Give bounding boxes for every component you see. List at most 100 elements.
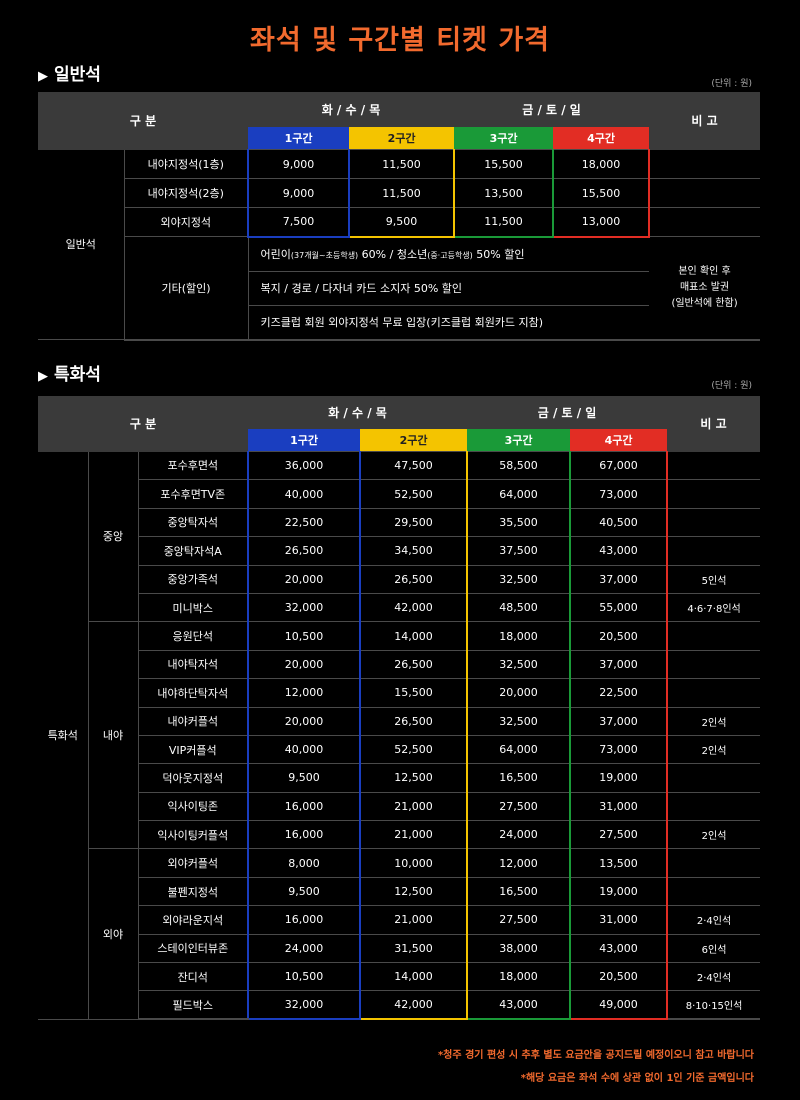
note-cell: [667, 621, 761, 651]
price-cell: 16,500: [466, 763, 572, 793]
price-cell: 58,500: [466, 451, 572, 481]
price-cell: 7,500: [247, 207, 351, 238]
price-cell: 18,000: [466, 621, 572, 651]
price-cell: 37,000: [569, 707, 669, 736]
zone-4-header: 4구간: [570, 429, 668, 452]
zone-1-header: 1구간: [248, 429, 361, 452]
price-cell: 43,000: [466, 990, 572, 1021]
table-row: 불펜지정석 9,500 12,500 16,500 19,000: [38, 877, 761, 907]
table-row: 외야지정석 7,500 9,500 11,500 13,000: [38, 207, 761, 238]
note-cell: 2인석: [667, 820, 761, 850]
table-row: 내야탁자석 20,000 26,500 32,500 37,000: [38, 650, 761, 680]
subgroup-label: 내야: [88, 621, 139, 850]
price-cell: 12,500: [359, 763, 469, 793]
price-cell: 26,500: [359, 707, 469, 736]
price-cell: 40,000: [247, 735, 362, 765]
price-cell: 38,000: [466, 934, 572, 964]
price-cell: 20,000: [247, 565, 362, 594]
price-cell: 20,000: [247, 650, 362, 680]
price-cell: 21,000: [359, 820, 469, 850]
price-cell: 32,000: [247, 990, 362, 1021]
price-cell: 52,500: [359, 735, 469, 765]
price-cell: 43,000: [569, 536, 669, 566]
table-row: 외야 외야커플석 8,000 10,000 12,000 13,500: [38, 848, 761, 1020]
price-cell: 47,500: [359, 451, 469, 481]
table-row: 외야라운지석 16,000 21,000 27,500 31,000 2·4인석: [38, 905, 761, 935]
footnote-2: *해당 요금은 좌석 수에 상관 없이 1인 기준 금액입니다: [520, 1073, 754, 1084]
seat-name: 불펜지정석: [138, 877, 249, 907]
seat-name: 익사이팅커플석: [138, 820, 249, 850]
price-cell: 10,500: [247, 621, 362, 651]
price-cell: 9,000: [247, 178, 351, 208]
seat-name: 응원단석: [138, 621, 249, 651]
header-category: 구 분: [38, 396, 249, 452]
note-cell: [667, 792, 761, 822]
price-cell: 20,500: [569, 621, 669, 651]
footnote-1: *청주 경기 편성 시 추후 별도 요금안을 공지드릴 예정이오니 참고 바랍니…: [437, 1050, 754, 1061]
page-title: 좌석 및 구간별 티켓 가격: [250, 25, 550, 56]
subgroup-label: 중앙: [88, 451, 139, 623]
seat-name: 포수후면TV존: [138, 479, 249, 509]
price-cell: 14,000: [359, 962, 469, 992]
note-cell: 6인석: [667, 934, 761, 964]
special-price-table: 구 분 화 / 수 / 목 금 / 토 / 일 비 고 1구간 2구간 3구간 …: [38, 396, 761, 1021]
price-cell: 40,500: [569, 508, 669, 538]
subgroup-label: 외야: [88, 848, 139, 1020]
table-row: 내야커플석 20,000 26,500 32,500 37,000 2인석: [38, 707, 761, 736]
price-cell: 37,000: [569, 650, 669, 680]
general-price-table: 구 분 화 / 수 / 목 금 / 토 / 일 비 고 1구간 2구간 3구간 …: [38, 92, 761, 341]
discount-line-3: 키즈클럽 회원 외야지정석 무료 입장(키즈클럽 회원카드 지참): [260, 315, 544, 329]
discount-row: 기타(할인) 어린이(37개월~초등학생) 60% / 청소년(중·고등학생) …: [38, 236, 761, 341]
note-cell: 2인석: [667, 735, 761, 765]
price-cell: 42,000: [359, 593, 469, 623]
header-note: 비 고: [667, 396, 761, 452]
price-cell: 18,000: [552, 149, 651, 179]
price-cell: 11,500: [453, 207, 555, 238]
price-cell: 13,500: [569, 848, 669, 878]
table-row: 내야 응원단석 10,500 14,000 18,000 20,500: [38, 621, 761, 850]
price-cell: 32,500: [466, 565, 572, 594]
price-cell: 55,000: [569, 593, 669, 623]
group-label: 일반석: [38, 149, 125, 340]
price-cell: 32,500: [466, 650, 572, 680]
table-row: 잔디석 10,500 14,000 18,000 20,500 2·4인석: [38, 962, 761, 992]
seat-name: 중앙가족석: [138, 565, 249, 594]
note-cell: [667, 848, 761, 878]
price-cell: 31,500: [359, 934, 469, 964]
seat-name: 익사이팅존: [138, 792, 249, 822]
price-cell: 31,000: [569, 792, 669, 822]
price-cell: 49,000: [569, 990, 669, 1021]
price-cell: 26,500: [247, 536, 362, 566]
seat-name: 중앙탁자석: [138, 508, 249, 538]
note-cell: [649, 207, 761, 237]
header-weekday: 화 / 수 / 목: [248, 92, 455, 127]
zone-4-header: 4구간: [553, 127, 650, 150]
zone-3-header: 3구간: [454, 127, 554, 150]
zone-3-header: 3구간: [467, 429, 571, 452]
price-cell: 26,500: [359, 650, 469, 680]
zone-2-header: 2구간: [349, 127, 455, 150]
table-row: VIP커플석 40,000 52,500 64,000 73,000 2인석: [38, 735, 761, 765]
triangle-icon: ▶: [38, 69, 48, 84]
price-cell: 16,000: [247, 820, 362, 850]
price-cell: 9,000: [247, 149, 351, 179]
table-row: 익사이팅커플석 16,000 21,000 24,000 27,500 2인석: [38, 820, 761, 850]
price-cell: 12,000: [466, 848, 572, 878]
price-cell: 16,000: [247, 792, 362, 822]
header-weekend: 금 / 토 / 일: [454, 92, 650, 127]
note-cell: 2인석: [667, 707, 761, 736]
price-cell: 12,000: [247, 678, 362, 708]
note-cell: 2·4인석: [667, 905, 761, 935]
note-cell: [667, 650, 761, 680]
price-cell: 64,000: [466, 735, 572, 765]
price-cell: 21,000: [359, 792, 469, 822]
price-cell: 32,500: [466, 707, 572, 736]
table-row: 익사이팅존 16,000 21,000 27,500 31,000: [38, 792, 761, 822]
seat-name: 내야지정석(1층): [124, 149, 249, 179]
seat-name: 중앙탁자석A: [138, 536, 249, 566]
price-cell: 21,000: [359, 905, 469, 935]
price-cell: 22,500: [569, 678, 669, 708]
price-cell: 40,000: [247, 479, 362, 509]
special-section-heading: ▶ 특화석: [38, 365, 101, 385]
price-cell: 32,000: [247, 593, 362, 623]
